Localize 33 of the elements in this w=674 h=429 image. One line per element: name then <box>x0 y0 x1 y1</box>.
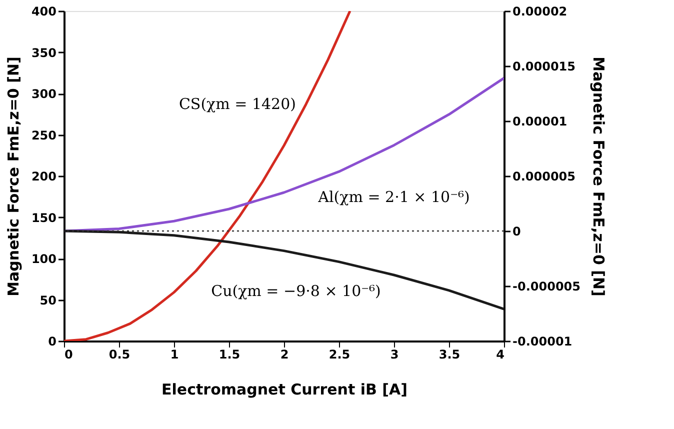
x-axis-title: Electromagnet Current iB [A] <box>162 380 408 398</box>
y2-axis-title: Magnetic Force FmE,z=0 [N] <box>589 56 608 296</box>
y2-tick-label: 0.000005 <box>512 170 576 184</box>
x-tick-label: 2.5 <box>328 348 350 362</box>
y2-tick-label: -0.000005 <box>512 280 580 294</box>
y-tick-label: 400 <box>31 4 56 18</box>
y-tick-label: 250 <box>31 128 56 142</box>
y-tick-label: 200 <box>31 170 56 184</box>
line-series <box>64 76 504 232</box>
y-axis-title: Magnetic Force FmE,z=0 [N] <box>4 56 22 296</box>
y-tick-label: 50 <box>40 293 56 308</box>
annotation: Cu(χm = −9·8 × 10⁻⁶) <box>211 282 381 300</box>
y-tick-label: 350 <box>31 46 56 60</box>
x-tick-label: 1 <box>170 348 179 362</box>
y-tick-label: 100 <box>31 252 56 266</box>
x-tick-label: 4 <box>496 348 504 362</box>
y2-tick-label: 0.000015 <box>512 60 576 74</box>
x-tick-label: 1.5 <box>218 348 240 362</box>
x-tick-label: 3 <box>390 348 399 362</box>
x-tick-label: 0 <box>64 348 73 362</box>
y-tick-label: 0 <box>48 334 56 348</box>
x-tick-label: 3.5 <box>438 348 460 362</box>
line-series <box>64 230 504 310</box>
y-tick-label: 150 <box>31 210 56 225</box>
annotation: Al(χm = 2·1 × 10⁻⁶) <box>317 188 470 206</box>
x-tick-label: 2 <box>280 348 289 362</box>
y2-tick-label: 0 <box>512 224 521 238</box>
y-tick-label: 300 <box>31 87 56 101</box>
y2-tick-label: 0.00001 <box>512 114 568 128</box>
y2-tick-label: -0.00001 <box>512 334 572 348</box>
x-tick-label: 0.5 <box>108 348 130 362</box>
annotation: CS(χm = 1420) <box>178 95 296 114</box>
y2-tick-label: 0.00002 <box>512 4 568 18</box>
